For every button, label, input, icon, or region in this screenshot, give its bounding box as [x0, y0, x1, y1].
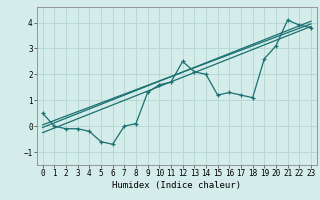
- X-axis label: Humidex (Indice chaleur): Humidex (Indice chaleur): [112, 181, 241, 190]
